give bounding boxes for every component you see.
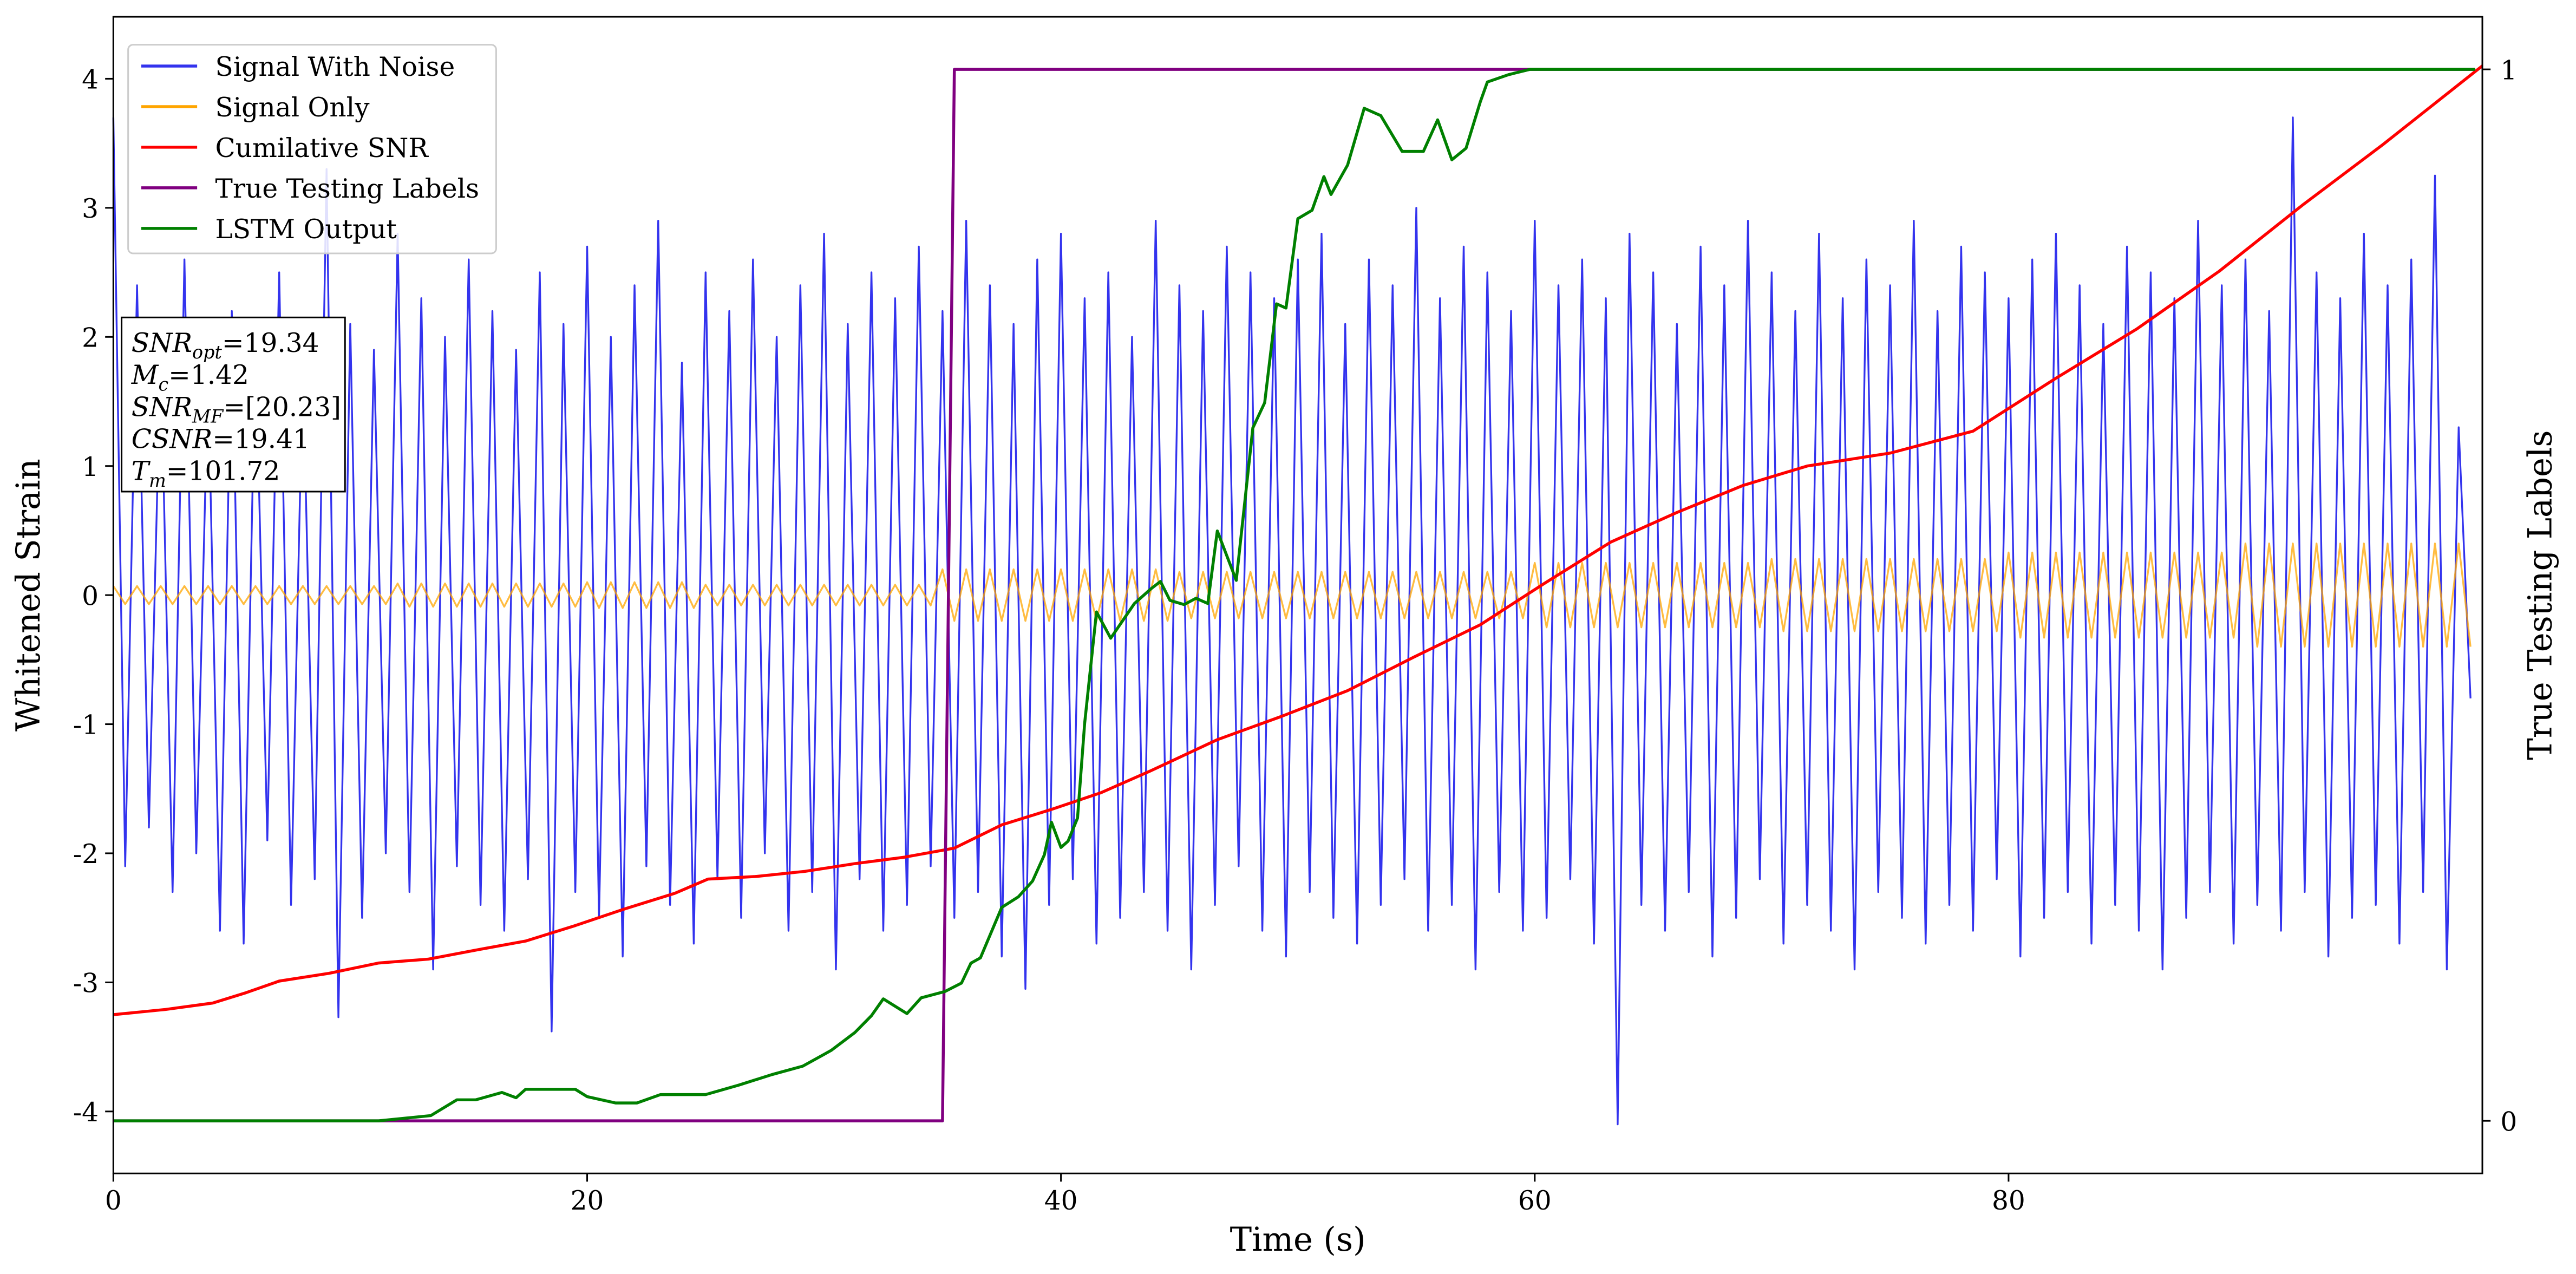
annotation-value: =1.42 [168, 360, 249, 390]
annotation-symbol: M [131, 360, 159, 390]
y-tick-label: 4 [82, 65, 99, 95]
annotation-value: =101.72 [166, 456, 280, 487]
x-axis-label: Time (s) [1230, 1221, 1366, 1259]
x-tick-label: 80 [1992, 1186, 2025, 1216]
plot-area [112, 64, 2483, 1126]
legend-label: LSTM Output [215, 214, 397, 245]
x-tick-label: 40 [1044, 1186, 1078, 1216]
annotation-symbol: SNR [132, 328, 192, 358]
annotation-line: Mc=1.42 [131, 360, 249, 395]
y-tick-label: -4 [73, 1097, 99, 1128]
y-tick-label: -3 [73, 969, 99, 999]
y2-tick-label: 1 [2500, 55, 2517, 86]
annotation-line: SNRopt=19.34 [132, 328, 319, 363]
annotation-value: =19.34 [222, 328, 319, 358]
x-tick-label: 0 [105, 1186, 122, 1216]
annotation: SNRopt=19.34Mc=1.42SNRMF=[20.23]CSNR=19.… [121, 316, 346, 493]
legend-box [127, 44, 497, 254]
annotation-value: =[20.23] [223, 392, 341, 422]
series-line [113, 68, 2475, 1122]
series-line [112, 543, 2472, 648]
annotation-value: =19.41 [212, 424, 310, 455]
y2-axis-label: True Testing Labels [2521, 430, 2559, 760]
y-tick-label: 3 [82, 194, 99, 224]
y-tick-label: 1 [82, 452, 99, 482]
y-tick-label: 0 [82, 581, 99, 611]
annotation-line: Tm=101.72 [132, 456, 280, 491]
annotation-line: CSNR=19.41 [132, 424, 310, 455]
legend: Signal With Noise Signal Only Cumilative S… [127, 44, 497, 254]
y-axis-label: Whitened Strain [10, 459, 48, 731]
annotation-box [121, 316, 346, 493]
annotation-subscript: m [149, 470, 166, 491]
annotation-subscript: MF [192, 406, 224, 427]
series-line [113, 64, 2483, 1016]
legend-label: Cumilative SNR [215, 133, 429, 164]
y-tick-label: 2 [82, 323, 99, 353]
legend-label: Signal Only [215, 93, 370, 123]
annotation-symbol: T [132, 456, 151, 487]
legend-label: Signal With Noise [215, 52, 455, 82]
legend-label: True Testing Labels [215, 174, 480, 204]
annotation-subscript: opt [192, 342, 222, 363]
series-line [112, 116, 2472, 1126]
y-tick-label: -1 [73, 710, 99, 741]
x-tick-label: 20 [571, 1186, 604, 1216]
x-tick-label: 60 [1518, 1186, 1552, 1216]
y2-tick-label: 0 [2500, 1107, 2517, 1137]
annotation-symbol: SNR [132, 392, 192, 422]
annotation-line: SNRMF=[20.23] [132, 392, 341, 427]
annotation-subscript: c [158, 374, 168, 395]
annotation-symbol: CSNR [132, 424, 212, 455]
y-tick-label: -2 [73, 839, 99, 870]
